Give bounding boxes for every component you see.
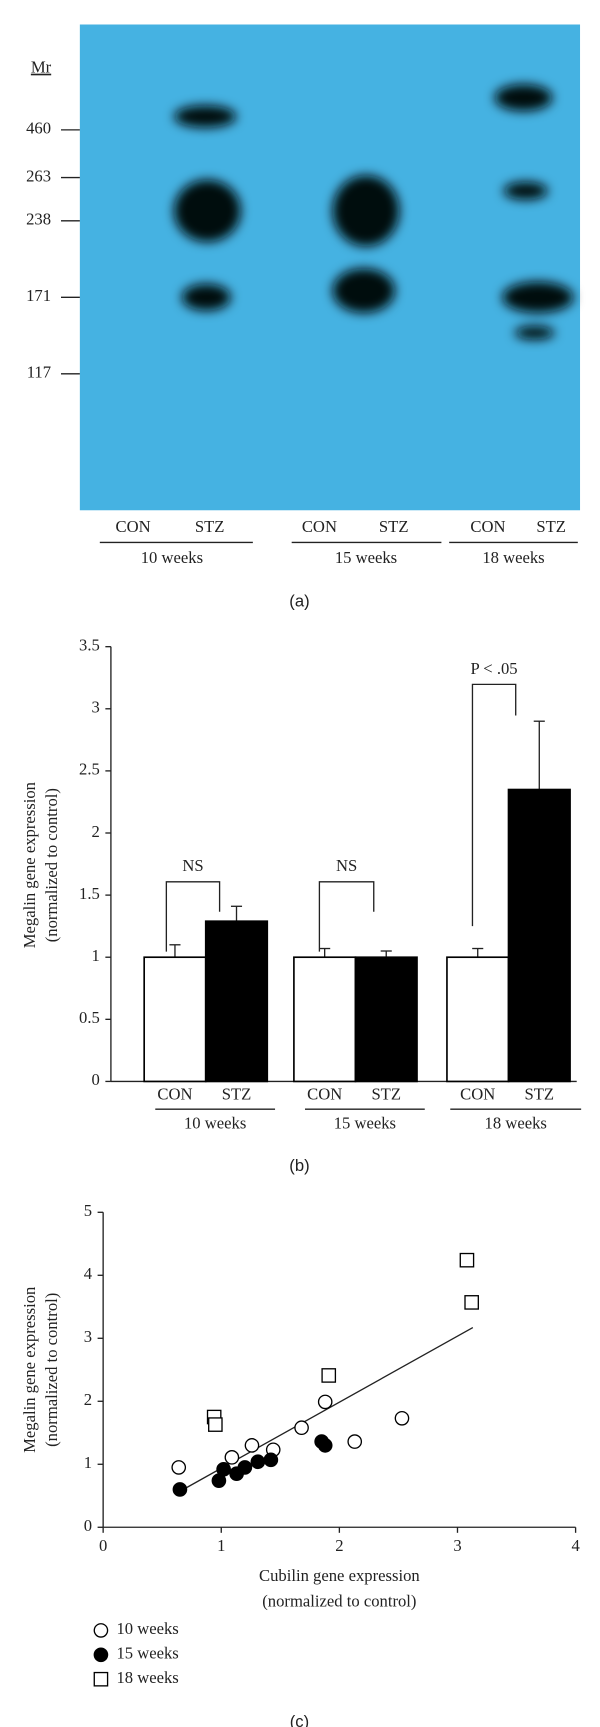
x-tick-label: 0 <box>99 1536 107 1555</box>
point <box>464 1295 479 1310</box>
legend-label: 15 weeks <box>116 1644 178 1663</box>
lane-label: CON <box>470 517 505 536</box>
lane-label: STZ <box>195 517 225 536</box>
blot-panel: Mr <box>31 24 581 511</box>
y-tick-label: 0 <box>84 1516 92 1535</box>
blot-membrane <box>79 24 581 511</box>
y-tick-label: 1.5 <box>79 884 100 903</box>
bar <box>204 920 269 1083</box>
legend-label: 18 weeks <box>116 1668 178 1687</box>
point <box>294 1420 309 1436</box>
x-tick-label: 2 <box>335 1536 343 1555</box>
point <box>459 1252 475 1268</box>
y-tick-label: 2 <box>92 822 100 841</box>
point <box>237 1460 253 1475</box>
x-tick-label: 1 <box>217 1536 225 1555</box>
marker-label: 171 <box>26 286 51 305</box>
bar <box>293 956 357 1083</box>
annotation: NS <box>182 856 203 875</box>
y-tick-label: 5 <box>84 1201 92 1220</box>
bar <box>446 956 510 1083</box>
bar-label: STZ <box>524 1085 554 1104</box>
panel-label: (c) <box>290 1712 309 1727</box>
y-tick-label: 3 <box>84 1327 92 1346</box>
bar-label: STZ <box>371 1085 401 1104</box>
y-tick-label: 2.5 <box>79 760 100 779</box>
y-tick-label: 4 <box>84 1264 93 1283</box>
point <box>394 1410 410 1426</box>
point <box>317 1438 333 1453</box>
panel-label: (a) <box>289 592 309 611</box>
panel-label: (b) <box>289 1156 309 1175</box>
point <box>317 1394 333 1410</box>
point <box>224 1450 240 1465</box>
bar <box>354 956 418 1083</box>
group-label: 18 weeks <box>482 548 544 567</box>
y-tick-label: 1 <box>84 1453 92 1472</box>
marker-label: 263 <box>26 166 51 185</box>
x-axis-label: Cubilin gene expression <box>259 1566 420 1585</box>
significance-bracket <box>318 881 375 952</box>
significance-bracket <box>471 683 517 927</box>
group-label: 18 weeks <box>485 1113 547 1132</box>
legend-marker <box>93 1623 109 1638</box>
significance-bracket <box>165 881 221 952</box>
point <box>172 1482 188 1497</box>
group-label: 15 weeks <box>334 1113 396 1132</box>
lane-label: STZ <box>536 517 566 536</box>
x-axis-label: (normalized to control) <box>262 1591 416 1610</box>
point <box>216 1461 231 1477</box>
y-tick-label: 3.5 <box>79 635 100 654</box>
marker-label: 460 <box>26 119 51 138</box>
group-label: 15 weeks <box>335 548 397 567</box>
y-tick-label: 1 <box>92 946 100 965</box>
y-tick-label: 3 <box>92 698 100 717</box>
y-tick-label: 0.5 <box>79 1008 100 1027</box>
group-label: 10 weeks <box>184 1113 246 1132</box>
annotation: P < .05 <box>471 659 518 678</box>
y-axis-label: Megalin gene expression <box>20 1286 39 1453</box>
y-axis-label: Megalin gene expression <box>20 781 39 948</box>
bar <box>143 956 207 1083</box>
blot-bands <box>174 84 574 340</box>
y-axis-label: (normalized to control) <box>42 788 61 942</box>
point <box>171 1460 187 1475</box>
x-tick-label: 4 <box>571 1536 580 1555</box>
mr-label: Mr <box>31 58 52 77</box>
point <box>263 1452 279 1468</box>
bar-label: STZ <box>222 1085 252 1104</box>
annotation: NS <box>336 856 357 875</box>
point <box>347 1434 363 1449</box>
legend-marker <box>93 1671 109 1687</box>
legend-marker <box>93 1647 109 1663</box>
lane-label: CON <box>116 517 151 536</box>
lane-label: STZ <box>379 517 409 536</box>
y-tick-label: 2 <box>84 1390 92 1409</box>
point <box>208 1417 223 1432</box>
group-label: 10 weeks <box>141 548 203 567</box>
y-tick-label: 0 <box>92 1070 100 1089</box>
point <box>244 1438 260 1453</box>
x-tick-label: 3 <box>453 1536 461 1555</box>
bar-label: CON <box>460 1085 495 1104</box>
bar <box>507 788 571 1083</box>
marker-label: 238 <box>26 210 51 229</box>
point <box>321 1368 337 1383</box>
y-axis-label: (normalized to control) <box>42 1293 61 1447</box>
point <box>250 1454 266 1470</box>
bar-label: CON <box>307 1085 342 1104</box>
lane-label: CON <box>302 517 337 536</box>
marker-label: 117 <box>27 363 51 382</box>
bar-label: CON <box>157 1085 192 1104</box>
legend-label: 10 weeks <box>116 1619 178 1638</box>
